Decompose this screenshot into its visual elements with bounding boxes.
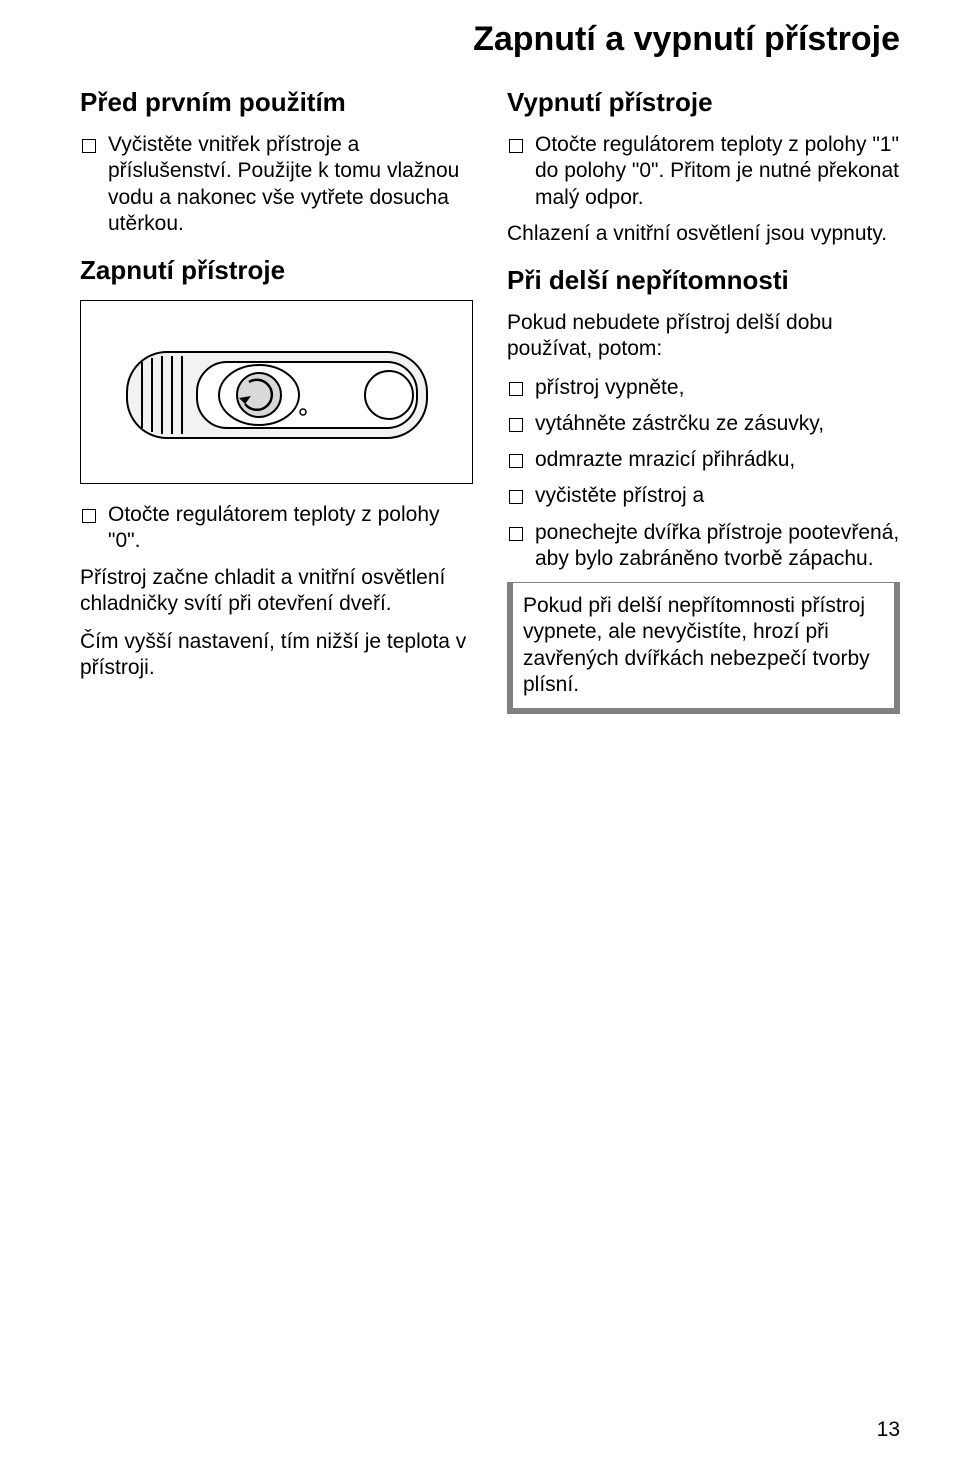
two-column-layout: Před prvním použitím Vyčistěte vnitřek p… [80,87,900,714]
list-item: přístroj vypněte, [507,375,900,401]
heading-turn-off: Vypnutí přístroje [507,87,900,118]
list-item: Otočte regulátorem teploty z polohy "1" … [507,132,900,211]
warning-callout: Pokud při delší nepřítomnosti přístroj v… [507,582,900,714]
bullet-list: Otočte regulátorem teploty z polohy "0". [80,502,473,555]
heading-long-absence: Při delší nepřítomnosti [507,265,900,296]
heading-before-first-use: Před prvním použitím [80,87,473,118]
heading-turn-on: Zapnutí přístroje [80,255,473,286]
bullet-list: přístroj vypněte, vytáhněte zástrčku ze … [507,375,900,573]
left-column: Před prvním použitím Vyčistěte vnitřek p… [80,87,473,714]
page-number: 13 [877,1418,900,1442]
figure-thermostat-dial [80,300,473,484]
paragraph: Pokud nebudete přístroj delší dobu použí… [507,310,900,363]
right-column: Vypnutí přístroje Otočte regulátorem tep… [507,87,900,714]
list-item: Otočte regulátorem teploty z polohy "0". [80,502,473,555]
bullet-list: Otočte regulátorem teploty z polohy "1" … [507,132,900,211]
list-item: ponechejte dvířka přístroje pootevřená, … [507,520,900,573]
list-item: vytáhněte zástrčku ze zásuvky, [507,411,900,437]
paragraph: Chlazení a vnitřní osvětlení jsou vypnut… [507,221,900,247]
list-item: Vyčistěte vnitřek přístroje a příslušens… [80,132,473,237]
page-title: Zapnutí a vypnutí přístroje [80,20,900,59]
paragraph: Přístroj začne chladit a vnitřní osvětle… [80,565,473,618]
list-item: odmrazte mrazicí přihrádku, [507,447,900,473]
bullet-list: Vyčistěte vnitřek přístroje a příslušens… [80,132,473,237]
list-item: vyčistěte přístroj a [507,483,900,509]
dial-illustration-icon [97,312,457,472]
paragraph: Čím vyšší nastavení, tím nižší je teplot… [80,629,473,682]
